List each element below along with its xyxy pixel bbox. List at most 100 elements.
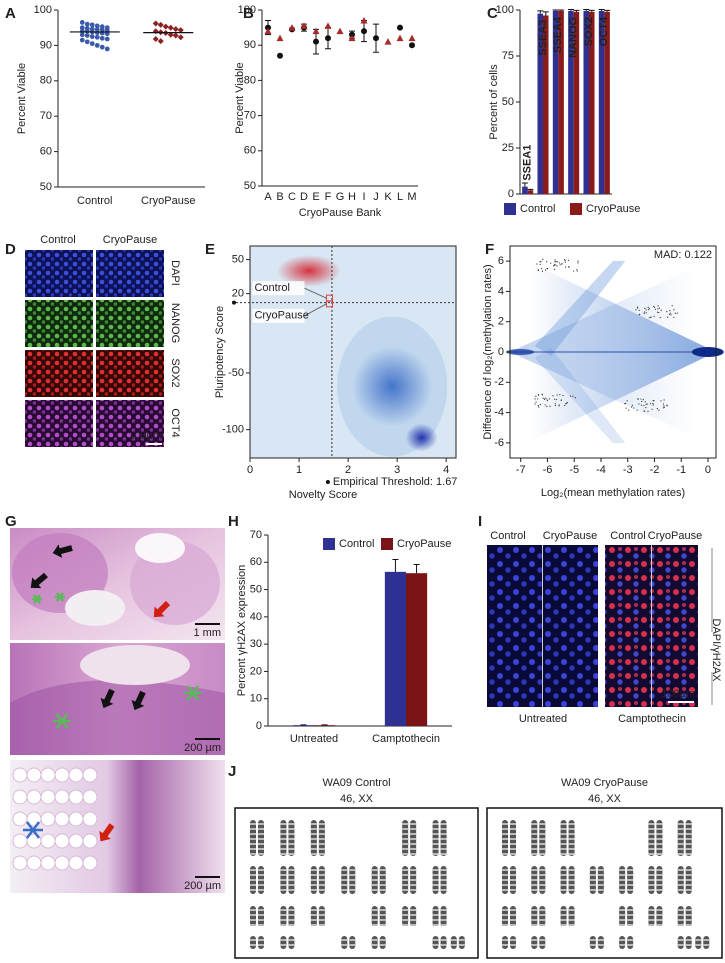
adipocyte <box>82 767 98 783</box>
chromosome-band <box>432 909 439 911</box>
chromosome-band <box>656 823 663 825</box>
chromosome-band <box>440 879 447 881</box>
outlier-dot <box>656 407 658 410</box>
chromosome-band <box>539 884 546 886</box>
chromosome-band <box>250 853 256 855</box>
outlier-dot <box>631 406 633 408</box>
outlier-dot <box>673 309 675 311</box>
karyotype-title: WA09 CryoPause <box>561 777 648 789</box>
chromosome-band <box>258 914 264 916</box>
chromosome-band <box>410 874 417 876</box>
chromosome-band <box>440 924 447 926</box>
chromosome-band <box>531 823 538 825</box>
bar <box>552 10 559 195</box>
chromosome-band <box>402 838 409 840</box>
y-tick-label: 70 <box>40 110 52 122</box>
chromosome-band <box>656 879 663 881</box>
chromosome-band <box>656 869 663 871</box>
x-tick-label: 3 <box>394 464 400 476</box>
chromosome-band <box>402 823 409 825</box>
outlier-dot <box>559 394 561 396</box>
legend-swatch <box>570 203 582 215</box>
chromosome-band <box>510 828 516 830</box>
chromosome-band <box>379 919 386 921</box>
chromosome <box>703 936 710 949</box>
chromosome-band <box>619 869 626 871</box>
category-label: SOX2 <box>583 17 595 46</box>
panel-letter: G <box>5 513 17 530</box>
chromosome-band <box>656 884 663 886</box>
y-tick-label: 100 <box>34 4 52 16</box>
x-tick-label: Untreated <box>290 733 338 745</box>
chromosome-band <box>258 874 264 876</box>
outlier-dot <box>652 404 654 406</box>
chromosome-band <box>402 848 409 850</box>
error-bar <box>413 563 420 574</box>
outlier-dot <box>564 404 566 407</box>
chromosome-band <box>258 919 264 921</box>
chromosome-band <box>349 884 356 886</box>
outlier-dot <box>542 258 544 260</box>
outlier-dot <box>636 306 639 308</box>
karyotype-formula: 46, XX <box>340 793 374 805</box>
chromosome-band <box>685 823 692 825</box>
adipocyte <box>68 767 84 783</box>
outlier-dot <box>549 405 551 407</box>
chromosome-band <box>502 944 508 946</box>
chromosome-band <box>656 924 663 926</box>
chromosome-band <box>656 853 663 855</box>
chromosome-band <box>510 838 516 840</box>
outlier-dot <box>653 400 655 402</box>
plot-frame <box>249 245 457 459</box>
chromosome-band <box>288 889 295 891</box>
panel-letter: J <box>228 763 236 780</box>
data-point <box>79 19 85 25</box>
arrow <box>153 600 171 618</box>
legend-label: Control <box>339 538 374 550</box>
outlier-dot <box>676 312 678 314</box>
error-bar <box>598 8 605 11</box>
outlier-dot <box>554 403 556 405</box>
chromosome-band <box>619 884 626 886</box>
chromosome-band <box>288 874 295 876</box>
data-point <box>157 21 164 28</box>
chromosome-band <box>627 924 634 926</box>
outlier-dot <box>656 311 659 313</box>
chromosome-band <box>250 838 256 840</box>
chromosome-band <box>410 843 417 845</box>
chromosome-band <box>510 919 516 921</box>
legend-swatch <box>323 538 335 550</box>
adipocyte <box>40 789 56 805</box>
chromosome-band <box>568 924 575 926</box>
chromosome-band <box>531 838 538 840</box>
chromosome-band <box>510 853 516 855</box>
chromosome-band <box>402 924 409 926</box>
chromosome-band <box>288 914 295 916</box>
chromosome-band <box>410 823 417 825</box>
y-tick-label: 90 <box>244 39 256 51</box>
chromosome-band <box>568 879 575 881</box>
chromosome-band <box>510 889 516 891</box>
bar <box>292 725 314 726</box>
chromosome-band <box>280 828 287 830</box>
chromosome-band <box>440 869 447 871</box>
chromosome-band <box>288 823 295 825</box>
column-header: Control <box>490 530 525 542</box>
chromosome-band <box>568 919 575 921</box>
chromosome-band <box>371 869 378 871</box>
outlier-dot <box>541 393 543 396</box>
chromosome-band <box>648 874 655 876</box>
chromosome-band <box>648 884 655 886</box>
chromosome-band <box>502 884 508 886</box>
chromosome-band <box>568 848 575 850</box>
outlier-dot <box>645 406 647 409</box>
adipocyte <box>12 855 28 871</box>
error-bar <box>573 9 580 12</box>
adipocyte <box>12 811 28 827</box>
chromosome-band <box>318 823 325 825</box>
scale-bar-label: 200 µm <box>184 742 221 754</box>
chromosome-band <box>371 879 378 881</box>
chromosome-band <box>619 879 626 881</box>
bar <box>598 10 605 195</box>
outlier-dot <box>554 268 556 270</box>
